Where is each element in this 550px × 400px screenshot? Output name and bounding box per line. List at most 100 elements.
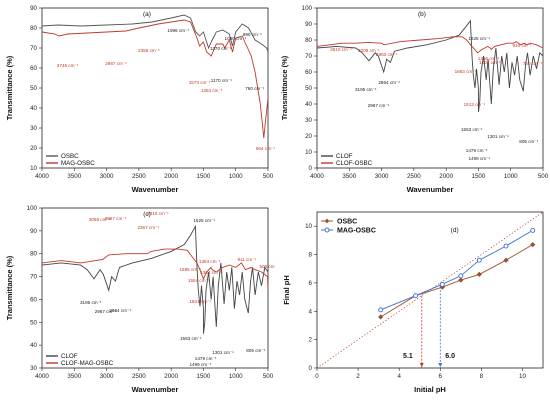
legend-entry: CLOF <box>61 353 78 360</box>
peak-annotation: 3058 cm⁻¹ <box>89 217 111 222</box>
peak-annotation: 3195 cm⁻¹ <box>355 87 377 92</box>
x-tick-label: 4 <box>397 373 401 380</box>
peak-annotation: 760 cm⁻¹ <box>245 86 264 91</box>
y-tick-label: 90 <box>30 5 37 12</box>
x-tick-label: 1000 <box>229 173 243 180</box>
data-point <box>476 271 482 278</box>
y-tick-label: 60 <box>30 296 37 303</box>
data-point <box>503 257 509 263</box>
peak-annotation: 1384 cm⁻¹ <box>199 259 221 264</box>
peak-annotation: 1479 cm⁻¹ <box>195 356 217 361</box>
ftir-chart-c: 4000 3500 3000 2500 2000 1500 1000 500 30 40 50 60 7… <box>5 205 275 394</box>
y-tick-label: 50 <box>30 85 37 92</box>
legend-marker <box>324 218 330 224</box>
x-tick-label: 3000 <box>100 373 114 380</box>
data-point <box>413 293 419 299</box>
x-tick-label: 3500 <box>67 173 81 180</box>
y-tick-label: 40 <box>30 105 37 112</box>
data-point <box>439 281 445 287</box>
peak-annotation: 2967 cm⁻¹ <box>368 103 390 108</box>
peak-annotation: 1513 cm⁻¹ <box>464 102 486 107</box>
x-tick-label: 2 <box>356 373 360 380</box>
y-tick-label: 10 <box>305 223 312 230</box>
x-axis-label: Wavenumber <box>407 185 454 194</box>
x-tick-label: 2500 <box>132 373 146 380</box>
y-axis-label: Transmittance (%) <box>280 55 289 120</box>
data-point <box>378 307 384 313</box>
x-tick-label: 4000 <box>35 373 49 380</box>
legend-entry: CLOF <box>336 153 353 160</box>
y-tick-label: 50 <box>305 85 312 92</box>
x-tick-label: 4000 <box>310 173 324 180</box>
ftir-panel-c: 4000 3500 3000 2500 2000 1500 1000 500 30 40 50 60 7… <box>0 200 275 400</box>
panel-label: (c) <box>143 211 151 218</box>
peak-annotation: 911 cm⁻¹ <box>237 257 256 262</box>
peak-annotation: 2967 cm⁻¹ <box>105 216 127 221</box>
y-tick-label: 30 <box>30 125 37 132</box>
y-tick-label: 4 <box>309 308 313 315</box>
y-tick-label: 100 <box>302 5 313 12</box>
data-point <box>476 257 482 263</box>
y-tick-label: 10 <box>305 149 312 156</box>
data-point <box>458 273 464 279</box>
panel-label: (d) <box>451 227 459 234</box>
legend-marker <box>324 227 330 233</box>
series-line-mag-osbc <box>41 19 269 139</box>
x-tick-label: 2500 <box>407 173 421 180</box>
y-tick-label: 80 <box>305 37 312 44</box>
peak-annotation: 805 cm⁻¹ <box>519 139 538 144</box>
data-point <box>458 277 464 283</box>
pzc-arrowhead <box>419 363 424 367</box>
y-tick-label: 90 <box>305 21 312 28</box>
series-line-osbc <box>41 14 269 53</box>
legend-entry: OSBC <box>337 219 357 226</box>
ftir-panel-b: 4000 3500 3000 2500 2000 1500 1000 500 0 10 20 30 40… <box>275 0 550 200</box>
y-tick-label: 70 <box>305 53 312 60</box>
peak-annotation: 2356 cm⁻¹ <box>138 48 160 53</box>
legend-entry: CLOF-OSBC <box>336 160 373 167</box>
peak-annotation: 805 cm⁻¹ <box>246 348 265 353</box>
ftir-chart-b: 4000 3500 3000 2500 2000 1500 1000 500 0 10 20 30 40… <box>280 5 549 194</box>
peak-annotation: 1685 cm⁻¹ <box>179 267 201 272</box>
peak-annotation: 2963 cm⁻¹ <box>376 52 398 57</box>
x-tick-label: 1500 <box>197 373 211 380</box>
ph-chart-d: 0 2 4 6 8 10 0 2 4 6 8 10 Initial pH Final pH (d) 5.1 6.… <box>282 211 544 394</box>
y-tick-label: 60 <box>305 69 312 76</box>
peak-annotation: 1683 cm⁻¹ <box>455 69 477 74</box>
x-tick-label: 4000 <box>35 173 49 180</box>
y-tick-label: 0 <box>309 365 313 372</box>
x-tick-label: 1000 <box>504 173 518 180</box>
reference-line <box>316 211 544 369</box>
y-tick-label: 50 <box>30 319 37 326</box>
y-tick-label: 20 <box>305 133 312 140</box>
panel-label: (b) <box>418 11 426 18</box>
x-tick-label: 1500 <box>472 173 486 180</box>
data-point <box>378 314 384 320</box>
peak-annotation: 1479 cm⁻¹ <box>466 148 488 153</box>
x-tick-label: 1500 <box>197 173 211 180</box>
y-tick-label: 100 <box>27 205 38 212</box>
series-line-clof <box>316 19 544 113</box>
legend-entry: MAG-OSBC <box>337 228 376 235</box>
peak-annotation: 750 cm⁻¹ <box>523 61 542 66</box>
peak-annotation: 1553 cm⁻¹ <box>180 336 202 341</box>
series-line-clof-osbc <box>316 36 544 54</box>
y-axis-label: Final pH <box>282 275 291 305</box>
data-point <box>530 242 536 248</box>
y-tick-label: 60 <box>30 65 37 72</box>
peak-annotation: 3610 cm⁻¹ <box>330 47 352 52</box>
peak-annotation: 1170 cm⁻¹ <box>211 78 233 83</box>
peak-annotation: 910 cm⁻¹ <box>513 43 532 48</box>
x-tick-label: 3000 <box>100 173 114 180</box>
series-line-mag-osbc <box>380 230 533 311</box>
y-tick-label: 6 <box>309 280 313 287</box>
peak-annotation: 1625 cm⁻¹ <box>193 218 215 223</box>
plot-frame <box>41 207 269 369</box>
peak-annotation: 1499 cm⁻¹ <box>468 156 490 161</box>
x-tick-label: 3500 <box>342 173 356 180</box>
x-tick-label: 2000 <box>164 373 178 380</box>
peak-annotation: 3208 cm⁻¹ <box>358 48 380 53</box>
peak-annotation: 2310 cm⁻¹ <box>147 211 169 216</box>
series-line-clof <box>41 224 269 334</box>
y-axis-label: Transmittance (%) <box>5 255 14 320</box>
